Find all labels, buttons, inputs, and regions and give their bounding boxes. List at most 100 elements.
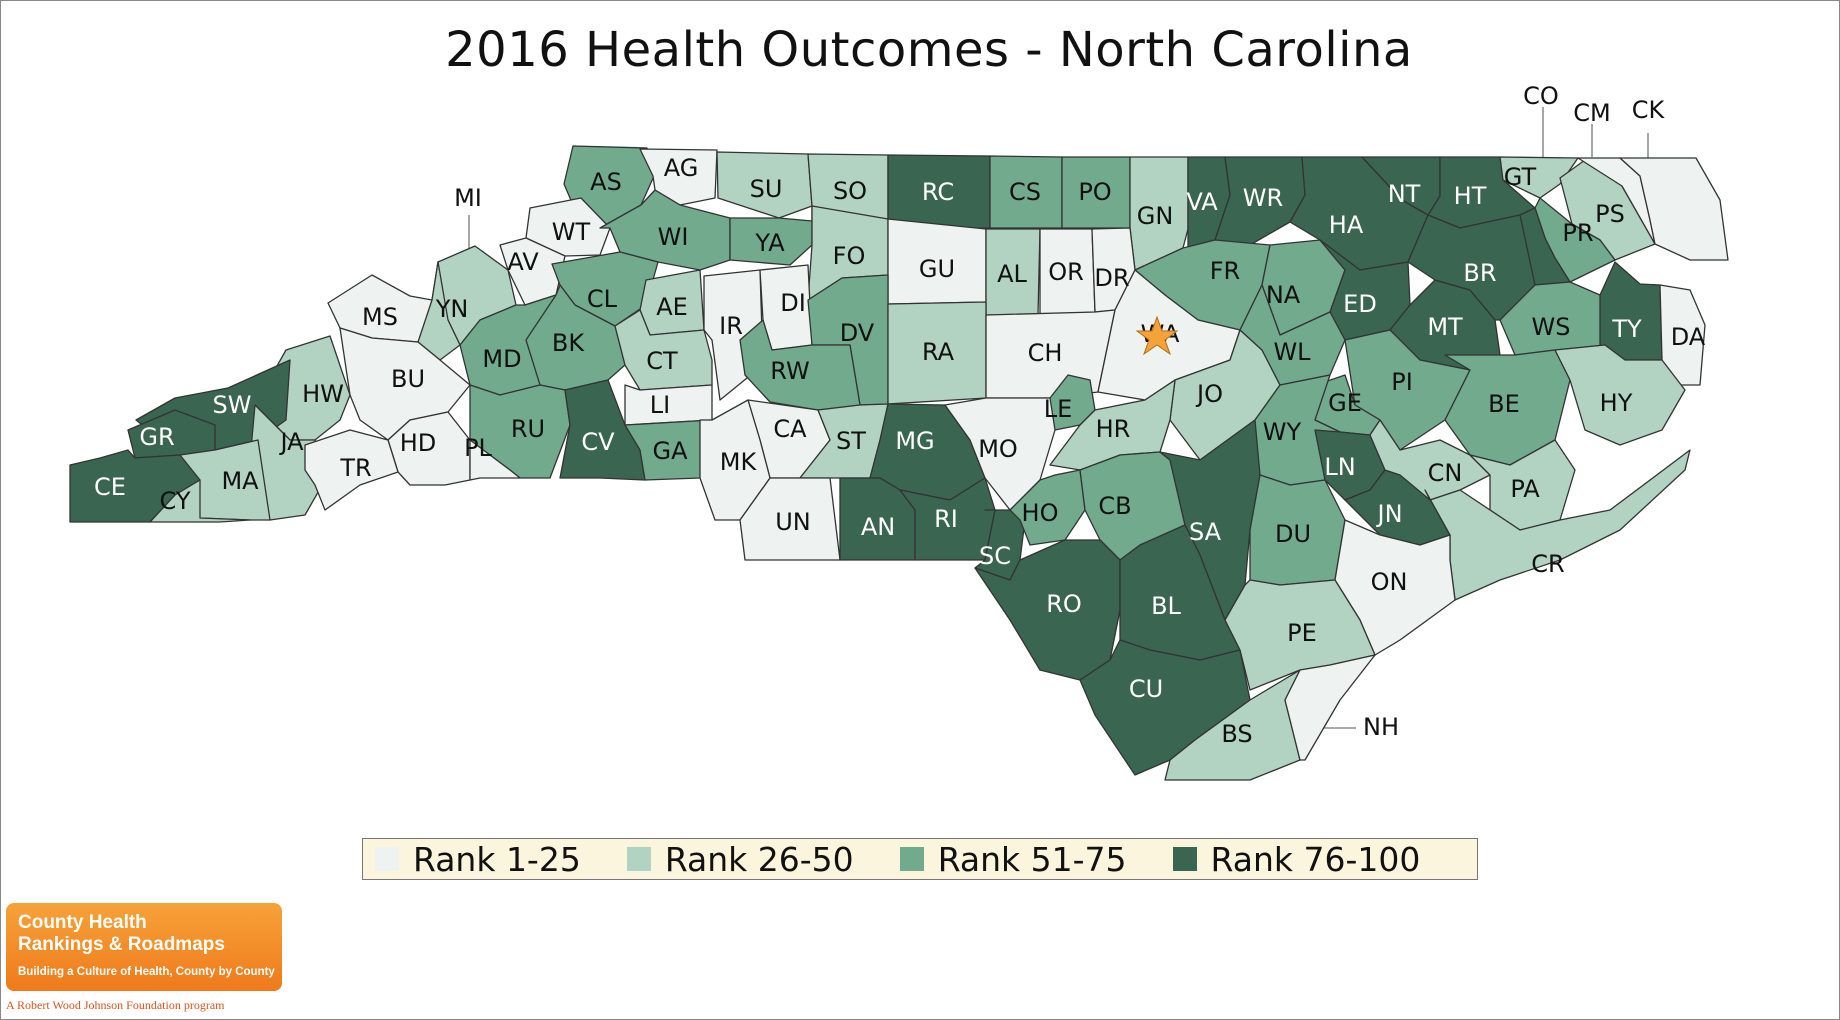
county-gt[interactable] bbox=[1499, 156, 1579, 199]
county-label-pl: PL bbox=[464, 434, 492, 462]
county-label-yn: YN bbox=[435, 295, 469, 323]
county-label-ct: CT bbox=[646, 347, 678, 375]
county-label-ir: IR bbox=[719, 312, 743, 340]
county-label-da: DA bbox=[1671, 323, 1706, 351]
county-label-ra: RA bbox=[922, 338, 955, 366]
county-label-wr: WR bbox=[1243, 184, 1283, 212]
county-label-as: AS bbox=[590, 168, 622, 196]
county-label-ma: MA bbox=[221, 467, 259, 495]
county-rw[interactable] bbox=[739, 319, 861, 411]
county-label-fo: FO bbox=[833, 242, 866, 270]
county-label-gr: GR bbox=[139, 423, 174, 451]
county-label-sa: SA bbox=[1189, 518, 1222, 546]
county-label-mt: MT bbox=[1427, 313, 1463, 341]
county-label-va: VA bbox=[1186, 188, 1218, 216]
county-label-cn: CN bbox=[1428, 459, 1463, 487]
county-label-ln: LN bbox=[1324, 453, 1355, 481]
county-label-bu: BU bbox=[391, 365, 425, 393]
county-cu[interactable] bbox=[1079, 639, 1251, 776]
county-ck[interactable] bbox=[1619, 157, 1729, 261]
county-label-ha: HA bbox=[1329, 211, 1364, 239]
county-su[interactable] bbox=[716, 151, 813, 219]
county-label-cv: CV bbox=[581, 428, 615, 456]
county-ce[interactable] bbox=[69, 449, 201, 523]
county-label-ps: PS bbox=[1595, 200, 1625, 228]
county-label-nh: NH bbox=[1363, 713, 1399, 741]
county-label-bk: BK bbox=[552, 329, 585, 357]
county-pe[interactable] bbox=[1224, 579, 1376, 691]
county-label-po: PO bbox=[1078, 178, 1111, 206]
county-label-hd: HD bbox=[400, 429, 437, 457]
county-label-dv: DV bbox=[840, 319, 875, 347]
county-nh[interactable] bbox=[1284, 654, 1376, 761]
county-label-wl: WL bbox=[1273, 338, 1311, 366]
county-label-mk: MK bbox=[720, 448, 758, 476]
county-label-hw: HW bbox=[302, 380, 344, 408]
state-capital-star-icon bbox=[1135, 315, 1179, 356]
county-label-su: SU bbox=[750, 175, 783, 203]
legend-label: Rank 1-25 bbox=[413, 839, 581, 879]
county-label-gu: GU bbox=[919, 255, 955, 283]
county-label-rw: RW bbox=[770, 357, 809, 385]
county-label-ca: CA bbox=[773, 415, 807, 443]
county-label-st: ST bbox=[836, 427, 866, 455]
county-label-wi: WI bbox=[658, 223, 689, 251]
county-label-cr: CR bbox=[1531, 550, 1564, 578]
county-label-br: BR bbox=[1463, 259, 1496, 287]
legend: Rank 1-25 Rank 26-50 Rank 51-75 Rank 76-… bbox=[362, 838, 1478, 880]
county-label-cb: CB bbox=[1098, 492, 1131, 520]
county-label-dr: DR bbox=[1094, 264, 1129, 292]
county-label-jn: JN bbox=[1375, 500, 1402, 528]
logo-line-3: Building a Culture of Health, County by … bbox=[18, 966, 275, 978]
county-label-pr: PR bbox=[1562, 219, 1593, 247]
county-label-or: OR bbox=[1048, 258, 1084, 286]
county-label-ms: MS bbox=[362, 303, 398, 331]
county-label-so: SO bbox=[833, 177, 867, 205]
county-label-jo: JO bbox=[1195, 380, 1223, 408]
county-li[interactable] bbox=[624, 384, 713, 426]
page-title: 2016 Health Outcomes - North Carolina bbox=[445, 22, 1413, 78]
county-label-bs: BS bbox=[1221, 720, 1252, 748]
county-label-rc: RC bbox=[922, 178, 954, 206]
county-ty[interactable] bbox=[1599, 261, 1663, 361]
county-ct[interactable] bbox=[614, 309, 713, 391]
county-label-ht: HT bbox=[1454, 182, 1487, 210]
county-health-rankings-logo[interactable]: County Health Rankings & Roadmaps Buildi… bbox=[6, 903, 282, 991]
logo-tagline: A Robert Wood Johnson Foundation program bbox=[6, 998, 225, 1012]
county-label-av: AV bbox=[507, 248, 539, 276]
county-label-pi: PI bbox=[1391, 368, 1413, 396]
county-label-di: DI bbox=[780, 289, 806, 317]
county-label-un: UN bbox=[775, 508, 811, 536]
county-label-ja: JA bbox=[278, 428, 304, 456]
county-label-ho: HO bbox=[1022, 499, 1059, 527]
logo-line-1: County Health bbox=[18, 912, 147, 933]
county-hy[interactable] bbox=[1554, 344, 1686, 446]
county-label-ch: CH bbox=[1028, 339, 1063, 367]
legend-swatch bbox=[375, 847, 399, 871]
county-label-al: AL bbox=[997, 260, 1027, 288]
county-label-ae: AE bbox=[656, 293, 688, 321]
county-label-sw: SW bbox=[213, 391, 252, 419]
county-label-sc: SC bbox=[979, 542, 1011, 570]
county-label-cl: CL bbox=[587, 285, 618, 313]
legend-item-rank-26-50: Rank 26-50 bbox=[626, 840, 854, 879]
county-tr[interactable] bbox=[304, 429, 399, 511]
county-label-mo: MO bbox=[978, 435, 1018, 463]
legend-swatch bbox=[899, 847, 924, 871]
county-pl[interactable] bbox=[469, 439, 521, 481]
county-label-le: LE bbox=[1044, 395, 1073, 423]
county-label-na: NA bbox=[1266, 281, 1301, 309]
county-label-ge: GE bbox=[1328, 389, 1362, 417]
county-label-gn: GN bbox=[1137, 202, 1174, 230]
county-le[interactable] bbox=[1019, 374, 1096, 431]
county-un[interactable] bbox=[739, 477, 841, 561]
county-label-ru: RU bbox=[511, 415, 545, 443]
county-cy[interactable] bbox=[149, 479, 251, 523]
county-label-an: AN bbox=[861, 513, 895, 541]
county-label-nt: NT bbox=[1388, 180, 1421, 208]
county-label-be: BE bbox=[1488, 390, 1520, 418]
county-label-du: DU bbox=[1275, 520, 1311, 548]
legend-label: Rank 76-100 bbox=[1210, 839, 1421, 879]
county-label-ya: YA bbox=[754, 229, 785, 257]
